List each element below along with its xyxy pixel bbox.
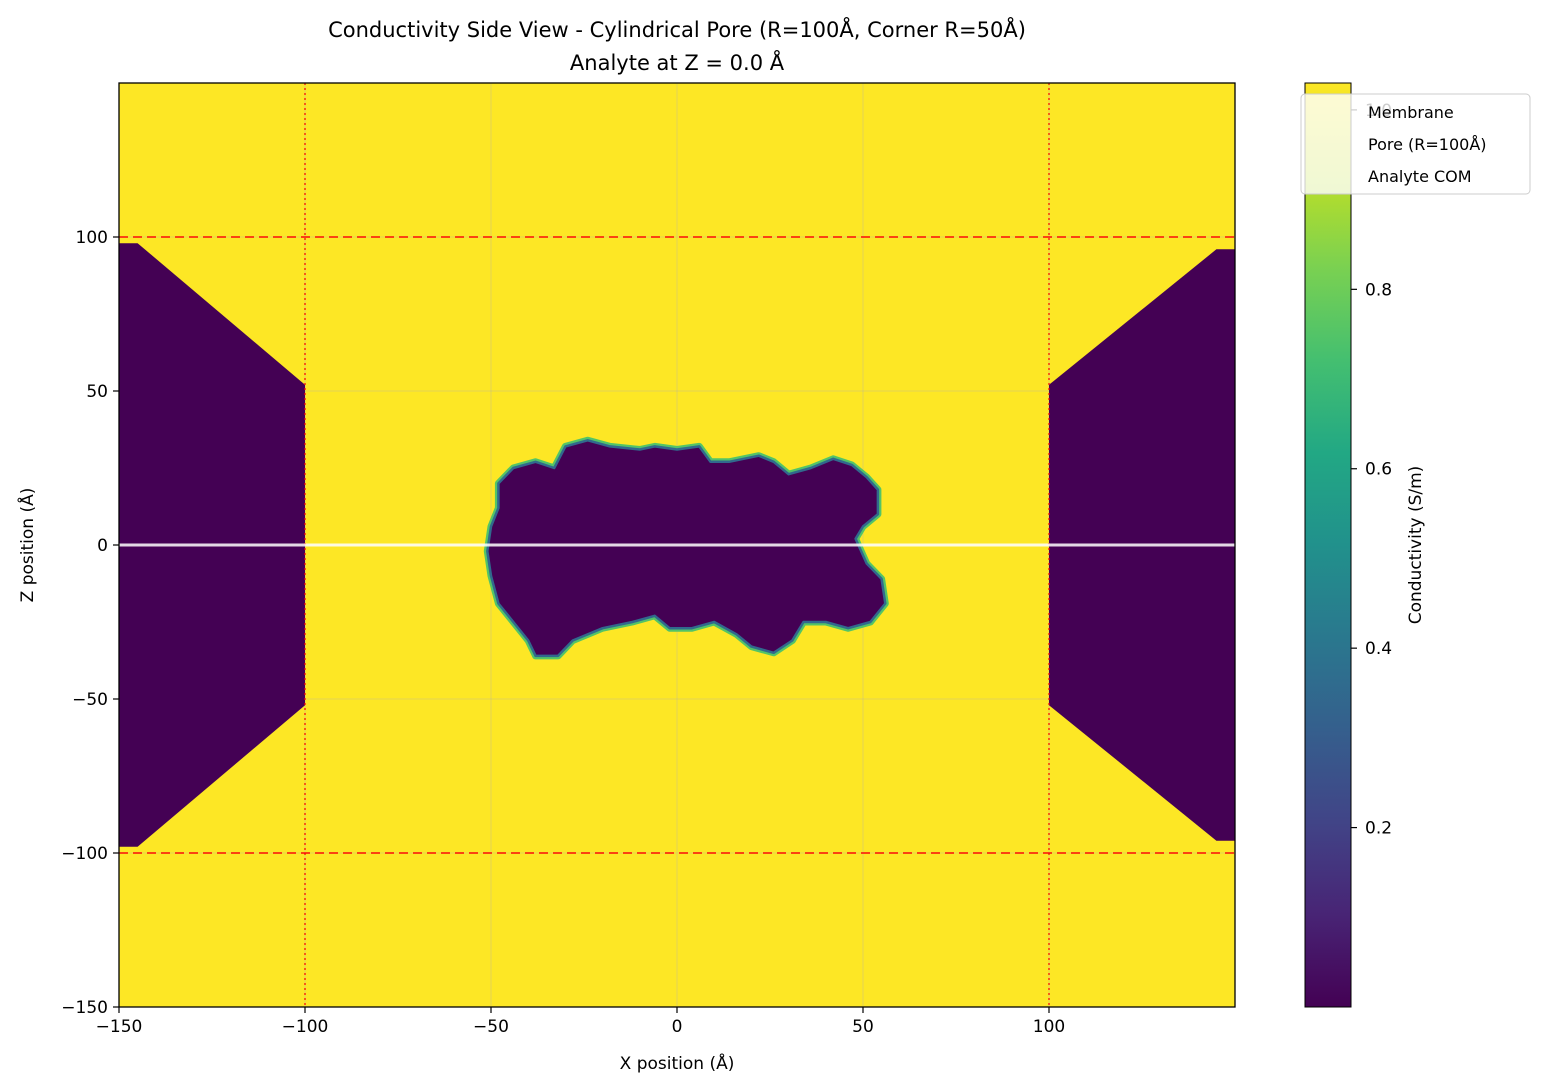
colorbar-tick-label-0: 0.2 [1365,819,1392,839]
y-tick-label-5: 100 [76,228,108,248]
legend-entry-membrane: Membrane [1368,103,1454,122]
y-tick-label-0: −150 [61,998,108,1018]
plot-area [119,83,1235,1007]
x-axis-ticks: −150 −100 −50 0 50 100 [96,1007,1065,1037]
chart-title: Conductivity Side View - Cylindrical Por… [328,16,1026,42]
chart-subtitle: Analyte at Z = 0.0 Å [570,49,785,75]
colorbar-tick-label-2: 0.6 [1365,460,1392,480]
legend-entry-pore: Pore (R=100Å) [1368,135,1487,154]
colorbar-tick-label-1: 0.4 [1365,639,1392,659]
analyte-region [486,439,887,658]
x-axis-label: X position (Å) [620,1052,735,1074]
legend-entry-analyte-com: Analyte COM [1368,167,1472,186]
x-tick-label-2: −50 [473,1017,509,1037]
colorbar [1304,82,1352,1008]
x-tick-label-4: 50 [852,1017,874,1037]
colorbar-label: Conductivity (S/m) [1406,466,1426,625]
colorbar-tick-label-3: 0.8 [1365,280,1392,300]
legend: Membrane Pore (R=100Å) Analyte COM [1300,93,1531,195]
colorbar-ticks: 0.20.40.60.81.0 [1351,101,1392,839]
x-tick-label-1: −100 [282,1017,329,1037]
y-axis-ticks: −150 −100 −50 0 50 100 [61,228,119,1018]
legend-box [1300,93,1531,195]
x-tick-label-3: 0 [672,1017,683,1037]
x-tick-label-0: −150 [96,1017,143,1037]
x-tick-label-5: 100 [1033,1017,1065,1037]
y-axis-label: Z position (Å) [16,488,38,603]
y-tick-label-3: 0 [97,536,108,556]
y-tick-label-1: −100 [61,844,108,864]
y-tick-label-4: 50 [86,382,108,402]
y-tick-label-2: −50 [72,690,108,710]
